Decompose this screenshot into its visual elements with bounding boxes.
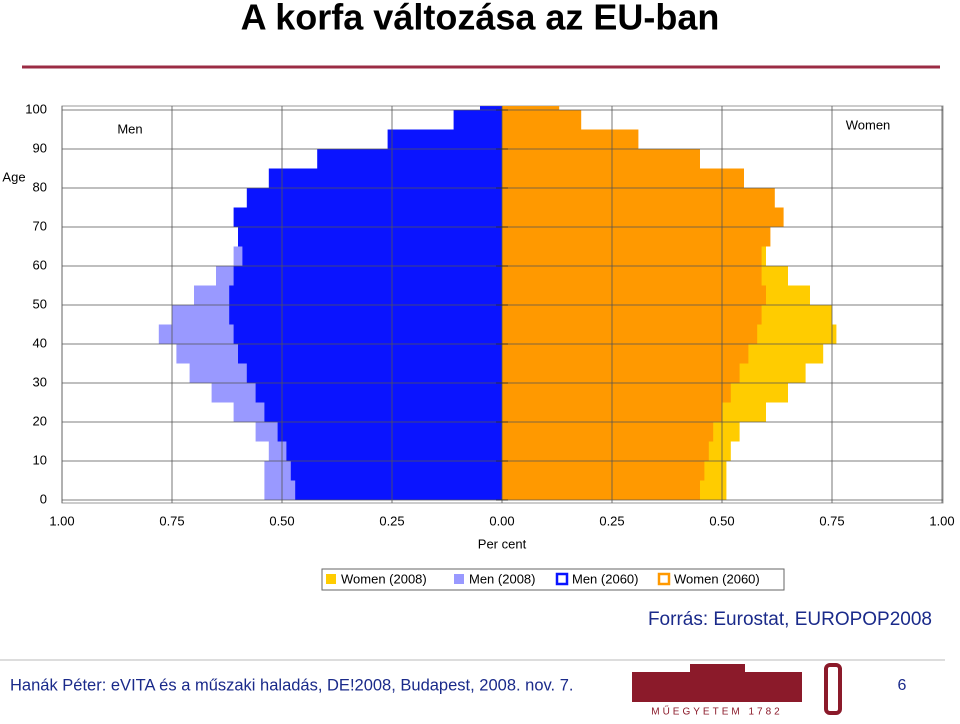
legend-label: Men (2008) <box>469 571 535 586</box>
legend-label: Women (2060) <box>674 571 760 586</box>
bar <box>233 207 502 227</box>
bar <box>502 106 560 110</box>
bar <box>229 285 502 305</box>
bar <box>502 461 705 481</box>
bar <box>502 305 762 325</box>
bar <box>502 422 714 442</box>
axis-title: Age <box>2 169 25 184</box>
bar <box>502 480 700 500</box>
bar <box>277 422 502 442</box>
bar <box>502 344 749 364</box>
bar <box>255 383 502 403</box>
bar <box>317 149 502 169</box>
bar <box>502 363 740 383</box>
bar <box>480 106 502 110</box>
x-tick-label: 0.75 <box>159 513 184 528</box>
bar <box>502 441 709 461</box>
bar <box>502 383 731 403</box>
bar <box>229 305 502 325</box>
bar <box>502 129 639 149</box>
bar <box>264 402 502 422</box>
bar <box>453 110 502 130</box>
legend-marker <box>326 574 336 584</box>
x-tick-label: 1.00 <box>49 513 74 528</box>
y-tick-label: 80 <box>33 179 47 194</box>
y-tick-label: 50 <box>33 296 47 311</box>
y-tick-label: 100 <box>25 101 47 116</box>
bar <box>387 129 502 149</box>
side-label: Men <box>117 121 142 136</box>
bar <box>246 188 502 208</box>
bar <box>286 441 502 461</box>
bar <box>502 324 758 344</box>
source: Forrás: Eurostat, EUROPOP2008 <box>648 609 932 630</box>
bar <box>502 207 784 227</box>
y-tick-label: 70 <box>33 218 47 233</box>
x-tick-label: 0.00 <box>489 513 514 528</box>
y-tick-label: 20 <box>33 413 47 428</box>
bar <box>233 266 502 286</box>
bar <box>502 246 762 266</box>
plot <box>158 106 837 500</box>
bar <box>502 168 744 188</box>
bar <box>502 188 775 208</box>
bar <box>502 266 762 286</box>
bar <box>242 246 502 266</box>
y-tick-label: 0 <box>40 491 47 506</box>
x-tick-label: 0.75 <box>819 513 844 528</box>
bar <box>233 324 502 344</box>
bar <box>246 363 502 383</box>
logo-dome <box>690 664 745 674</box>
y-tick-label: 30 <box>33 374 47 389</box>
y-tick-label: 40 <box>33 335 47 350</box>
x-tick-label: 0.50 <box>269 513 294 528</box>
bar <box>238 344 502 364</box>
y-tick-label: 10 <box>33 452 47 467</box>
bar <box>502 149 700 169</box>
y-tick-label: 60 <box>33 257 47 272</box>
legend-marker <box>657 572 671 586</box>
x-tick-label: 0.50 <box>709 513 734 528</box>
logo-building <box>632 672 802 702</box>
footer: Hanák Péter: eVITA és a műszaki haladás,… <box>10 676 573 694</box>
axis-title: Per cent <box>478 536 527 551</box>
slide-title: A korfa változása az EU-ban <box>241 0 720 38</box>
logo: MŰEGYETEM 1782 <box>632 663 842 718</box>
legend-label: Women (2008) <box>341 571 427 586</box>
logo-text: MŰEGYETEM 1782 <box>651 704 782 718</box>
legend-label: Men (2060) <box>572 571 638 586</box>
bar <box>268 168 502 188</box>
bar <box>295 480 502 500</box>
legend-marker <box>555 572 569 586</box>
side-label: Women <box>846 117 891 132</box>
legend-marker <box>454 574 464 584</box>
bar <box>502 110 582 130</box>
x-tick-label: 1.00 <box>929 513 954 528</box>
bar <box>502 285 766 305</box>
y-tick-label: 90 <box>33 140 47 155</box>
logo-emblem <box>824 663 842 715</box>
x-tick-label: 0.25 <box>379 513 404 528</box>
bar <box>502 227 771 247</box>
x-tick-label: 0.25 <box>599 513 624 528</box>
bar <box>290 461 502 481</box>
bar <box>238 227 502 247</box>
page-number: 6 <box>898 677 907 694</box>
